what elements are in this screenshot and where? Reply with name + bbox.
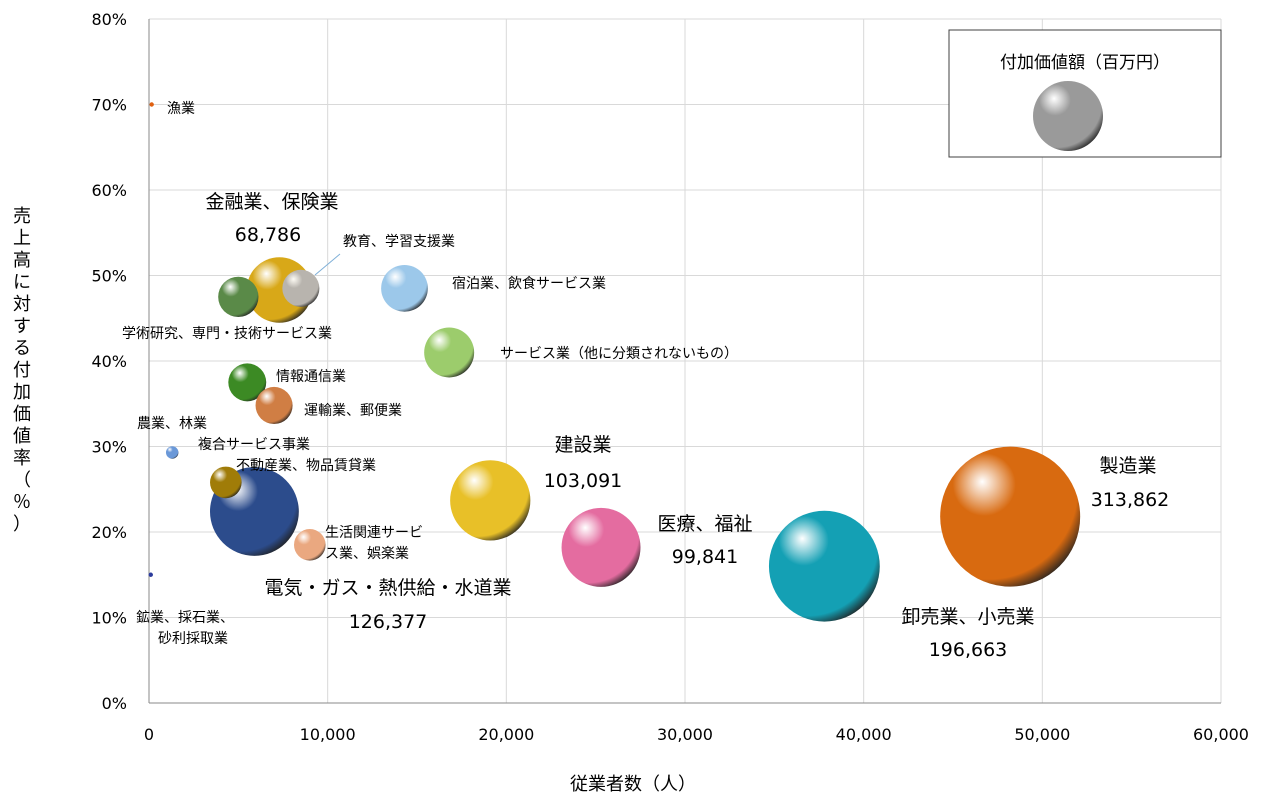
bubble-label: 複合サービス事業 xyxy=(198,436,310,453)
bubble-label: サービス業（他に分類されないもの） xyxy=(500,346,738,362)
bubble-label: 医療、福祉 xyxy=(657,513,752,535)
bubble xyxy=(940,446,1081,587)
bubble-label: 製造業 xyxy=(1099,455,1156,477)
bubble-label: 鉱業、採石業、 xyxy=(136,609,234,626)
bubble-label: 宿泊業、飲食サービス業 xyxy=(452,275,606,292)
bubble xyxy=(293,529,326,561)
bubble xyxy=(210,466,242,499)
bubble xyxy=(561,507,641,587)
y-tick-label: 20% xyxy=(91,523,127,542)
bubble-label: 電気・ガス・熱供給・水道業 xyxy=(264,577,511,599)
bubble-label: 学術研究、専門・技術サービス業 xyxy=(122,326,332,342)
y-tick-label: 0% xyxy=(102,694,127,713)
x-tick-label: 30,000 xyxy=(657,725,713,744)
legend-sample-bubble xyxy=(1033,81,1103,151)
bubble-label: 砂利採取業 xyxy=(158,631,228,647)
x-tick-label: 50,000 xyxy=(1014,725,1070,744)
bubble-label: 漁業 xyxy=(167,101,195,117)
bubble-value-label: 99,841 xyxy=(672,546,738,568)
bubble xyxy=(424,327,475,378)
legend: 付加価値額（百万円） xyxy=(948,29,1222,158)
y-tick-label: 10% xyxy=(91,609,127,628)
bubble xyxy=(768,510,880,622)
bubble-label: 卸売業、小売業 xyxy=(901,606,1034,628)
x-tick-label: 40,000 xyxy=(836,725,892,744)
bubble-label: 不動産業、物品賃貸業 xyxy=(236,458,376,474)
bubble-value-label: 68,786 xyxy=(235,224,301,246)
bubble xyxy=(255,386,293,424)
bubble-value-label: 126,377 xyxy=(349,611,428,633)
bubble-label: 教育、学習支援業 xyxy=(343,234,455,250)
legend-title: 付加価値額（百万円） xyxy=(1000,53,1170,73)
bubble xyxy=(450,460,531,541)
bubble xyxy=(282,269,320,307)
bubble-label: 生活関連サービ xyxy=(325,525,423,541)
y-tick-label: 50% xyxy=(91,267,127,286)
x-tick-label: 0 xyxy=(144,725,154,744)
x-tick-label: 10,000 xyxy=(300,725,356,744)
y-tick-label: 60% xyxy=(91,181,127,200)
tick-labels: 0 10,000 20,000 30,000 40,000 50,000 60,000 0% 1… xyxy=(91,10,1249,744)
bubble xyxy=(165,446,179,459)
y-tick-label: 30% xyxy=(91,438,127,457)
bubble-value-label: 196,663 xyxy=(929,639,1008,661)
bubble xyxy=(381,264,428,312)
bubble-label: 運輸業、郵便業 xyxy=(304,403,402,419)
y-tick-label: 70% xyxy=(91,96,127,115)
x-axis-title: 従業者数（人） xyxy=(570,774,696,795)
bubble xyxy=(218,276,259,318)
bubble-label: 農業、林業 xyxy=(137,416,207,432)
x-tick-label: 60,000 xyxy=(1193,725,1249,744)
x-tick-label: 20,000 xyxy=(478,725,534,744)
bubble-value-label: 313,862 xyxy=(1091,489,1170,511)
bubble xyxy=(148,572,153,577)
bubbles xyxy=(148,102,1081,622)
bubble-label: 建設業 xyxy=(554,434,611,456)
bubble-label: 金融業、保険業 xyxy=(205,191,338,213)
bubble-value-label: 103,091 xyxy=(544,470,623,492)
y-axis-title: 売上高に対する付加価値率（％） xyxy=(13,206,31,535)
y-tick-label: 80% xyxy=(91,10,127,29)
bubble xyxy=(149,102,154,107)
bubble xyxy=(228,363,267,402)
axes xyxy=(148,19,1221,704)
leader-line xyxy=(314,253,341,276)
y-tick-label: 40% xyxy=(91,352,127,371)
bubble-label: ス業、娯楽業 xyxy=(325,546,409,562)
bubble-label: 情報通信業 xyxy=(276,369,346,385)
